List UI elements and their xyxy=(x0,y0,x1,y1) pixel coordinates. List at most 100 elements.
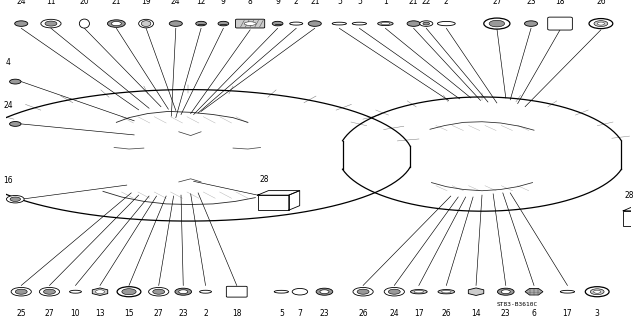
Circle shape xyxy=(384,287,404,296)
Text: 17: 17 xyxy=(414,309,424,318)
Circle shape xyxy=(585,287,609,297)
Circle shape xyxy=(169,21,182,26)
Ellipse shape xyxy=(199,290,211,293)
Ellipse shape xyxy=(410,290,427,294)
Circle shape xyxy=(423,22,429,25)
Text: 26: 26 xyxy=(358,309,368,318)
Text: 6: 6 xyxy=(532,309,536,318)
Text: 18: 18 xyxy=(555,0,565,6)
Circle shape xyxy=(218,21,229,26)
Ellipse shape xyxy=(290,22,303,25)
Text: 21: 21 xyxy=(310,0,320,6)
Circle shape xyxy=(117,287,141,297)
Text: 23: 23 xyxy=(320,309,329,318)
Circle shape xyxy=(524,21,538,26)
Text: 23: 23 xyxy=(178,309,188,318)
Ellipse shape xyxy=(381,22,390,25)
Ellipse shape xyxy=(139,19,154,28)
Text: 18: 18 xyxy=(232,309,241,318)
Circle shape xyxy=(489,20,505,27)
Text: 28: 28 xyxy=(625,191,634,200)
Text: 3: 3 xyxy=(595,309,599,318)
Circle shape xyxy=(10,197,20,201)
Circle shape xyxy=(357,289,369,294)
Ellipse shape xyxy=(80,19,89,28)
Text: 22: 22 xyxy=(422,0,431,6)
Ellipse shape xyxy=(378,21,393,26)
Text: 5: 5 xyxy=(337,0,341,6)
Circle shape xyxy=(272,21,283,26)
Circle shape xyxy=(122,289,136,295)
Text: 7: 7 xyxy=(297,309,303,318)
Text: 23: 23 xyxy=(501,309,511,318)
Ellipse shape xyxy=(438,21,455,26)
Ellipse shape xyxy=(438,290,455,294)
Text: 27: 27 xyxy=(45,309,54,318)
Text: 11: 11 xyxy=(47,0,55,6)
Text: 27: 27 xyxy=(154,309,164,318)
Bar xyxy=(257,195,289,210)
Circle shape xyxy=(594,290,601,293)
Text: 28: 28 xyxy=(259,175,269,184)
Circle shape xyxy=(96,290,104,294)
Ellipse shape xyxy=(414,291,424,293)
Text: ST83-B3610C: ST83-B3610C xyxy=(497,302,538,307)
Text: 23: 23 xyxy=(526,0,536,6)
Circle shape xyxy=(497,288,514,295)
Circle shape xyxy=(407,21,420,26)
Circle shape xyxy=(353,287,373,296)
Circle shape xyxy=(45,21,57,26)
Text: 27: 27 xyxy=(492,0,502,6)
Circle shape xyxy=(308,21,321,26)
Circle shape xyxy=(108,20,125,27)
Ellipse shape xyxy=(69,290,82,293)
Text: 5: 5 xyxy=(357,0,362,6)
Text: 24: 24 xyxy=(17,0,26,6)
Text: 20: 20 xyxy=(80,0,89,6)
Text: 25: 25 xyxy=(17,309,26,318)
Text: 24: 24 xyxy=(171,0,181,6)
Text: 14: 14 xyxy=(471,309,481,318)
Text: 26: 26 xyxy=(596,0,606,6)
Text: 2: 2 xyxy=(294,0,299,6)
Bar xyxy=(623,211,637,226)
Circle shape xyxy=(41,19,61,28)
Circle shape xyxy=(15,21,28,26)
Circle shape xyxy=(148,287,169,296)
Circle shape xyxy=(594,21,608,27)
Circle shape xyxy=(389,289,400,294)
Ellipse shape xyxy=(141,21,151,27)
Text: 8: 8 xyxy=(248,0,252,6)
Circle shape xyxy=(10,79,21,84)
Text: 24: 24 xyxy=(389,309,399,318)
FancyBboxPatch shape xyxy=(548,17,573,30)
Circle shape xyxy=(10,122,21,126)
Text: 9: 9 xyxy=(275,0,280,6)
Ellipse shape xyxy=(244,22,256,25)
Polygon shape xyxy=(468,288,483,295)
Text: 16: 16 xyxy=(3,176,13,185)
Text: 1: 1 xyxy=(383,0,388,6)
Circle shape xyxy=(598,22,605,25)
Text: 24: 24 xyxy=(3,101,13,110)
Circle shape xyxy=(292,288,308,295)
Circle shape xyxy=(39,287,60,296)
Ellipse shape xyxy=(332,22,347,25)
Circle shape xyxy=(179,290,188,294)
Text: 4: 4 xyxy=(6,59,10,68)
Circle shape xyxy=(501,290,510,294)
Circle shape xyxy=(420,21,433,26)
Circle shape xyxy=(175,288,192,295)
Text: 26: 26 xyxy=(441,309,451,318)
Circle shape xyxy=(6,196,24,203)
Circle shape xyxy=(320,290,329,294)
Polygon shape xyxy=(92,288,108,295)
Circle shape xyxy=(111,21,122,26)
Ellipse shape xyxy=(561,290,575,293)
Circle shape xyxy=(11,287,31,296)
Ellipse shape xyxy=(441,291,451,293)
Text: 2: 2 xyxy=(444,0,448,6)
Text: 17: 17 xyxy=(562,309,572,318)
Text: 13: 13 xyxy=(95,309,105,318)
FancyBboxPatch shape xyxy=(226,286,247,297)
